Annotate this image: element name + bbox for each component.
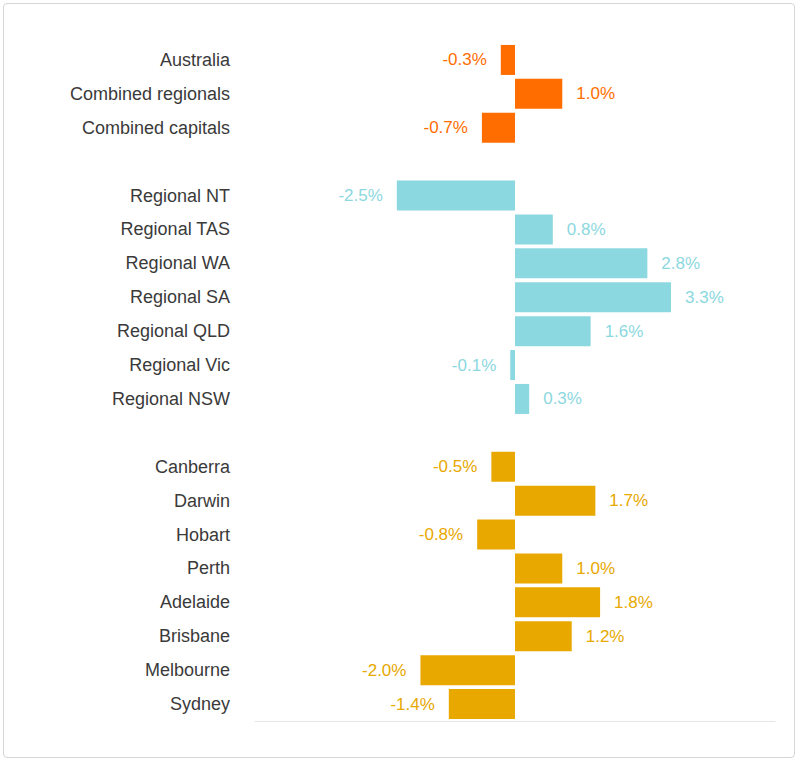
- svg-text:-0.8%: -0.8%: [419, 525, 463, 544]
- svg-text:Sydney: Sydney: [170, 694, 230, 714]
- svg-text:Darwin: Darwin: [174, 491, 230, 511]
- svg-text:-2.5%: -2.5%: [338, 186, 382, 205]
- svg-text:-0.1%: -0.1%: [452, 356, 496, 375]
- svg-text:-0.7%: -0.7%: [423, 118, 467, 137]
- svg-text:-2.0%: -2.0%: [362, 661, 406, 680]
- svg-text:Regional NSW: Regional NSW: [112, 389, 230, 409]
- svg-text:Regional QLD: Regional QLD: [117, 321, 230, 341]
- svg-text:Australia: Australia: [160, 50, 231, 70]
- svg-text:Regional NT: Regional NT: [130, 186, 230, 206]
- svg-text:Hobart: Hobart: [176, 525, 230, 545]
- svg-text:Canberra: Canberra: [155, 457, 231, 477]
- svg-text:Regional Vic: Regional Vic: [129, 355, 230, 375]
- svg-text:Brisbane: Brisbane: [159, 626, 230, 646]
- svg-text:Regional TAS: Regional TAS: [121, 219, 230, 239]
- svg-text:1.0%: 1.0%: [576, 559, 615, 578]
- svg-text:Combined regionals: Combined regionals: [70, 84, 230, 104]
- svg-text:1.6%: 1.6%: [605, 322, 644, 341]
- svg-text:3.3%: 3.3%: [685, 288, 724, 307]
- svg-text:0.8%: 0.8%: [567, 220, 606, 239]
- svg-text:Melbourne: Melbourne: [145, 660, 230, 680]
- svg-text:Regional WA: Regional WA: [126, 253, 230, 273]
- svg-text:1.2%: 1.2%: [586, 627, 625, 646]
- svg-text:Combined capitals: Combined capitals: [82, 118, 230, 138]
- svg-text:2.8%: 2.8%: [661, 254, 700, 273]
- svg-text:-0.5%: -0.5%: [433, 457, 477, 476]
- svg-text:-0.3%: -0.3%: [442, 50, 486, 69]
- svg-text:Perth: Perth: [187, 558, 230, 578]
- svg-text:1.0%: 1.0%: [576, 84, 615, 103]
- svg-text:-1.4%: -1.4%: [390, 695, 434, 714]
- svg-text:1.8%: 1.8%: [614, 593, 653, 612]
- svg-text:1.7%: 1.7%: [609, 491, 648, 510]
- svg-text:0.3%: 0.3%: [543, 389, 582, 408]
- svg-text:Adelaide: Adelaide: [160, 592, 230, 612]
- svg-text:Regional SA: Regional SA: [130, 287, 230, 307]
